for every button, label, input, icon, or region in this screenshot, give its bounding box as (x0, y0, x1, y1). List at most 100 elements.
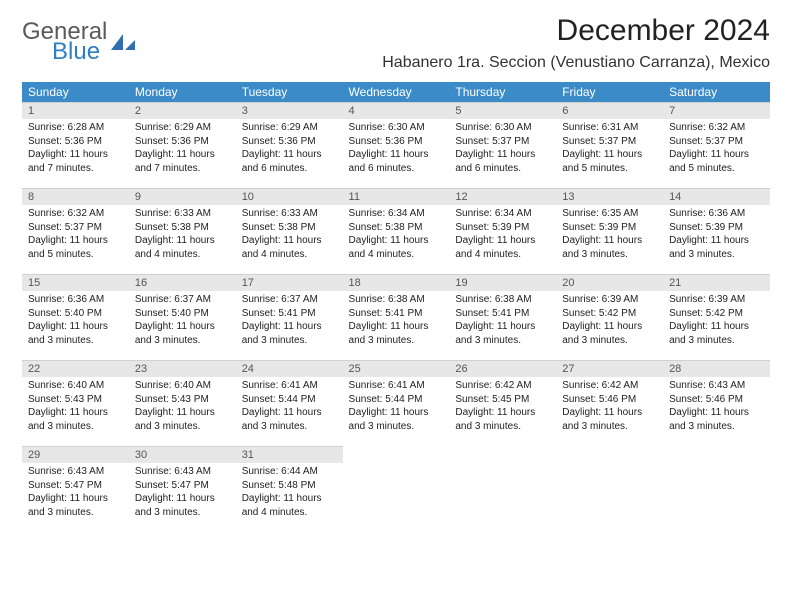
calendar-week: 15Sunrise: 6:36 AMSunset: 5:40 PMDayligh… (22, 274, 770, 360)
day-line-dl: Daylight: 11 hours and 4 minutes. (349, 234, 444, 261)
day-body: Sunrise: 6:33 AMSunset: 5:38 PMDaylight:… (236, 205, 343, 265)
day-body: Sunrise: 6:30 AMSunset: 5:37 PMDaylight:… (449, 119, 556, 179)
day-line-sr: Sunrise: 6:44 AM (242, 465, 337, 479)
calendar-cell: 26Sunrise: 6:42 AMSunset: 5:45 PMDayligh… (449, 360, 556, 446)
calendar-cell: 8Sunrise: 6:32 AMSunset: 5:37 PMDaylight… (22, 188, 129, 274)
day-line-sr: Sunrise: 6:29 AM (242, 121, 337, 135)
month-title: December 2024 (382, 14, 770, 48)
day-body: Sunrise: 6:31 AMSunset: 5:37 PMDaylight:… (556, 119, 663, 179)
day-number: 14 (663, 188, 770, 205)
calendar-cell: 10Sunrise: 6:33 AMSunset: 5:38 PMDayligh… (236, 188, 343, 274)
day-number: 4 (343, 102, 450, 119)
day-line-dl: Daylight: 11 hours and 3 minutes. (455, 406, 550, 433)
day-body: Sunrise: 6:37 AMSunset: 5:40 PMDaylight:… (129, 291, 236, 351)
day-number: 15 (22, 274, 129, 291)
calendar-cell: 24Sunrise: 6:41 AMSunset: 5:44 PMDayligh… (236, 360, 343, 446)
day-line-ss: Sunset: 5:47 PM (28, 479, 123, 493)
weekday-header: Monday (129, 82, 236, 102)
weekday-row: SundayMondayTuesdayWednesdayThursdayFrid… (22, 82, 770, 102)
day-line-dl: Daylight: 11 hours and 5 minutes. (562, 148, 657, 175)
day-line-sr: Sunrise: 6:34 AM (455, 207, 550, 221)
day-line-ss: Sunset: 5:44 PM (349, 393, 444, 407)
day-line-dl: Daylight: 11 hours and 4 minutes. (455, 234, 550, 261)
calendar-cell: 1Sunrise: 6:28 AMSunset: 5:36 PMDaylight… (22, 102, 129, 188)
day-line-ss: Sunset: 5:38 PM (135, 221, 230, 235)
day-body: Sunrise: 6:41 AMSunset: 5:44 PMDaylight:… (236, 377, 343, 437)
day-line-ss: Sunset: 5:45 PM (455, 393, 550, 407)
day-body: Sunrise: 6:38 AMSunset: 5:41 PMDaylight:… (449, 291, 556, 351)
day-line-ss: Sunset: 5:42 PM (562, 307, 657, 321)
calendar-cell: 18Sunrise: 6:38 AMSunset: 5:41 PMDayligh… (343, 274, 450, 360)
day-line-ss: Sunset: 5:41 PM (455, 307, 550, 321)
day-line-dl: Daylight: 11 hours and 4 minutes. (242, 234, 337, 261)
day-body: Sunrise: 6:29 AMSunset: 5:36 PMDaylight:… (236, 119, 343, 179)
day-body: Sunrise: 6:37 AMSunset: 5:41 PMDaylight:… (236, 291, 343, 351)
day-body: Sunrise: 6:34 AMSunset: 5:38 PMDaylight:… (343, 205, 450, 265)
day-number: 5 (449, 102, 556, 119)
day-line-sr: Sunrise: 6:30 AM (349, 121, 444, 135)
day-number: 28 (663, 360, 770, 377)
day-number: 9 (129, 188, 236, 205)
calendar-cell: 20 Sunrise: 6:39 AMSunset: 5:42 PMDayligh… (556, 274, 663, 360)
day-number: 18 (343, 274, 450, 291)
weekday-header: Friday (556, 82, 663, 102)
header: General Blue December 2024 Habanero 1ra.… (22, 14, 770, 72)
day-number: 27 (556, 360, 663, 377)
weekday-header: Saturday (663, 82, 770, 102)
calendar-cell: 29Sunrise: 6:43 AMSunset: 5:47 PMDayligh… (22, 446, 129, 532)
day-number: 19 (449, 274, 556, 291)
day-body: Sunrise: 6:33 AMSunset: 5:38 PMDaylight:… (129, 205, 236, 265)
day-line-dl: Daylight: 11 hours and 3 minutes. (135, 492, 230, 519)
day-number: 1 (22, 102, 129, 119)
title-block: December 2024 Habanero 1ra. Seccion (Ven… (382, 14, 770, 72)
calendar-cell: 6Sunrise: 6:31 AMSunset: 5:37 PMDaylight… (556, 102, 663, 188)
day-number: 17 (236, 274, 343, 291)
calendar-cell: 3Sunrise: 6:29 AMSunset: 5:36 PMDaylight… (236, 102, 343, 188)
day-line-sr: Sunrise: 6:39 AM (562, 293, 657, 307)
calendar-cell: 23Sunrise: 6:40 AMSunset: 5:43 PMDayligh… (129, 360, 236, 446)
day-line-dl: Daylight: 11 hours and 6 minutes. (455, 148, 550, 175)
day-line-ss: Sunset: 5:36 PM (242, 135, 337, 149)
day-number: 30 (129, 446, 236, 463)
day-body: Sunrise: 6:40 AMSunset: 5:43 PMDaylight:… (129, 377, 236, 437)
page: General Blue December 2024 Habanero 1ra.… (0, 0, 792, 546)
day-line-sr: Sunrise: 6:30 AM (455, 121, 550, 135)
day-body: Sunrise: 6:43 AMSunset: 5:46 PMDaylight:… (663, 377, 770, 437)
day-line-ss: Sunset: 5:46 PM (562, 393, 657, 407)
day-line-dl: Daylight: 11 hours and 3 minutes. (242, 406, 337, 433)
day-number: 16 (129, 274, 236, 291)
day-line-sr: Sunrise: 6:34 AM (349, 207, 444, 221)
day-body: Sunrise: 6:28 AMSunset: 5:36 PMDaylight:… (22, 119, 129, 179)
calendar-cell: .. (556, 446, 663, 532)
day-line-dl: Daylight: 11 hours and 7 minutes. (28, 148, 123, 175)
day-number: 22 (22, 360, 129, 377)
day-number: 23 (129, 360, 236, 377)
day-line-dl: Daylight: 11 hours and 3 minutes. (562, 234, 657, 261)
day-line-sr: Sunrise: 6:38 AM (455, 293, 550, 307)
day-line-ss: Sunset: 5:36 PM (135, 135, 230, 149)
day-body: Sunrise: 6:42 AMSunset: 5:46 PMDaylight:… (556, 377, 663, 437)
day-line-sr: Sunrise: 6:37 AM (135, 293, 230, 307)
day-line-sr: Sunrise: 6:32 AM (28, 207, 123, 221)
day-number: 20 (556, 274, 663, 291)
day-line-ss: Sunset: 5:41 PM (349, 307, 444, 321)
day-line-sr: Sunrise: 6:43 AM (669, 379, 764, 393)
day-line-sr: Sunrise: 6:28 AM (28, 121, 123, 135)
day-number: 10 (236, 188, 343, 205)
day-line-dl: Daylight: 11 hours and 3 minutes. (562, 320, 657, 347)
calendar-cell: 21Sunrise: 6:39 AMSunset: 5:42 PMDayligh… (663, 274, 770, 360)
day-line-dl: Daylight: 11 hours and 6 minutes. (242, 148, 337, 175)
calendar-week: 22Sunrise: 6:40 AMSunset: 5:43 PMDayligh… (22, 360, 770, 446)
day-body: Sunrise: 6:30 AMSunset: 5:36 PMDaylight:… (343, 119, 450, 179)
calendar-cell: 11Sunrise: 6:34 AMSunset: 5:38 PMDayligh… (343, 188, 450, 274)
calendar-cell: .. (343, 446, 450, 532)
day-line-dl: Daylight: 11 hours and 3 minutes. (562, 406, 657, 433)
day-line-ss: Sunset: 5:38 PM (349, 221, 444, 235)
day-line-ss: Sunset: 5:36 PM (28, 135, 123, 149)
day-line-sr: Sunrise: 6:41 AM (349, 379, 444, 393)
day-line-sr: Sunrise: 6:39 AM (669, 293, 764, 307)
day-line-dl: Daylight: 11 hours and 4 minutes. (242, 492, 337, 519)
day-line-ss: Sunset: 5:37 PM (669, 135, 764, 149)
day-line-dl: Daylight: 11 hours and 3 minutes. (349, 406, 444, 433)
day-line-ss: Sunset: 5:40 PM (28, 307, 123, 321)
